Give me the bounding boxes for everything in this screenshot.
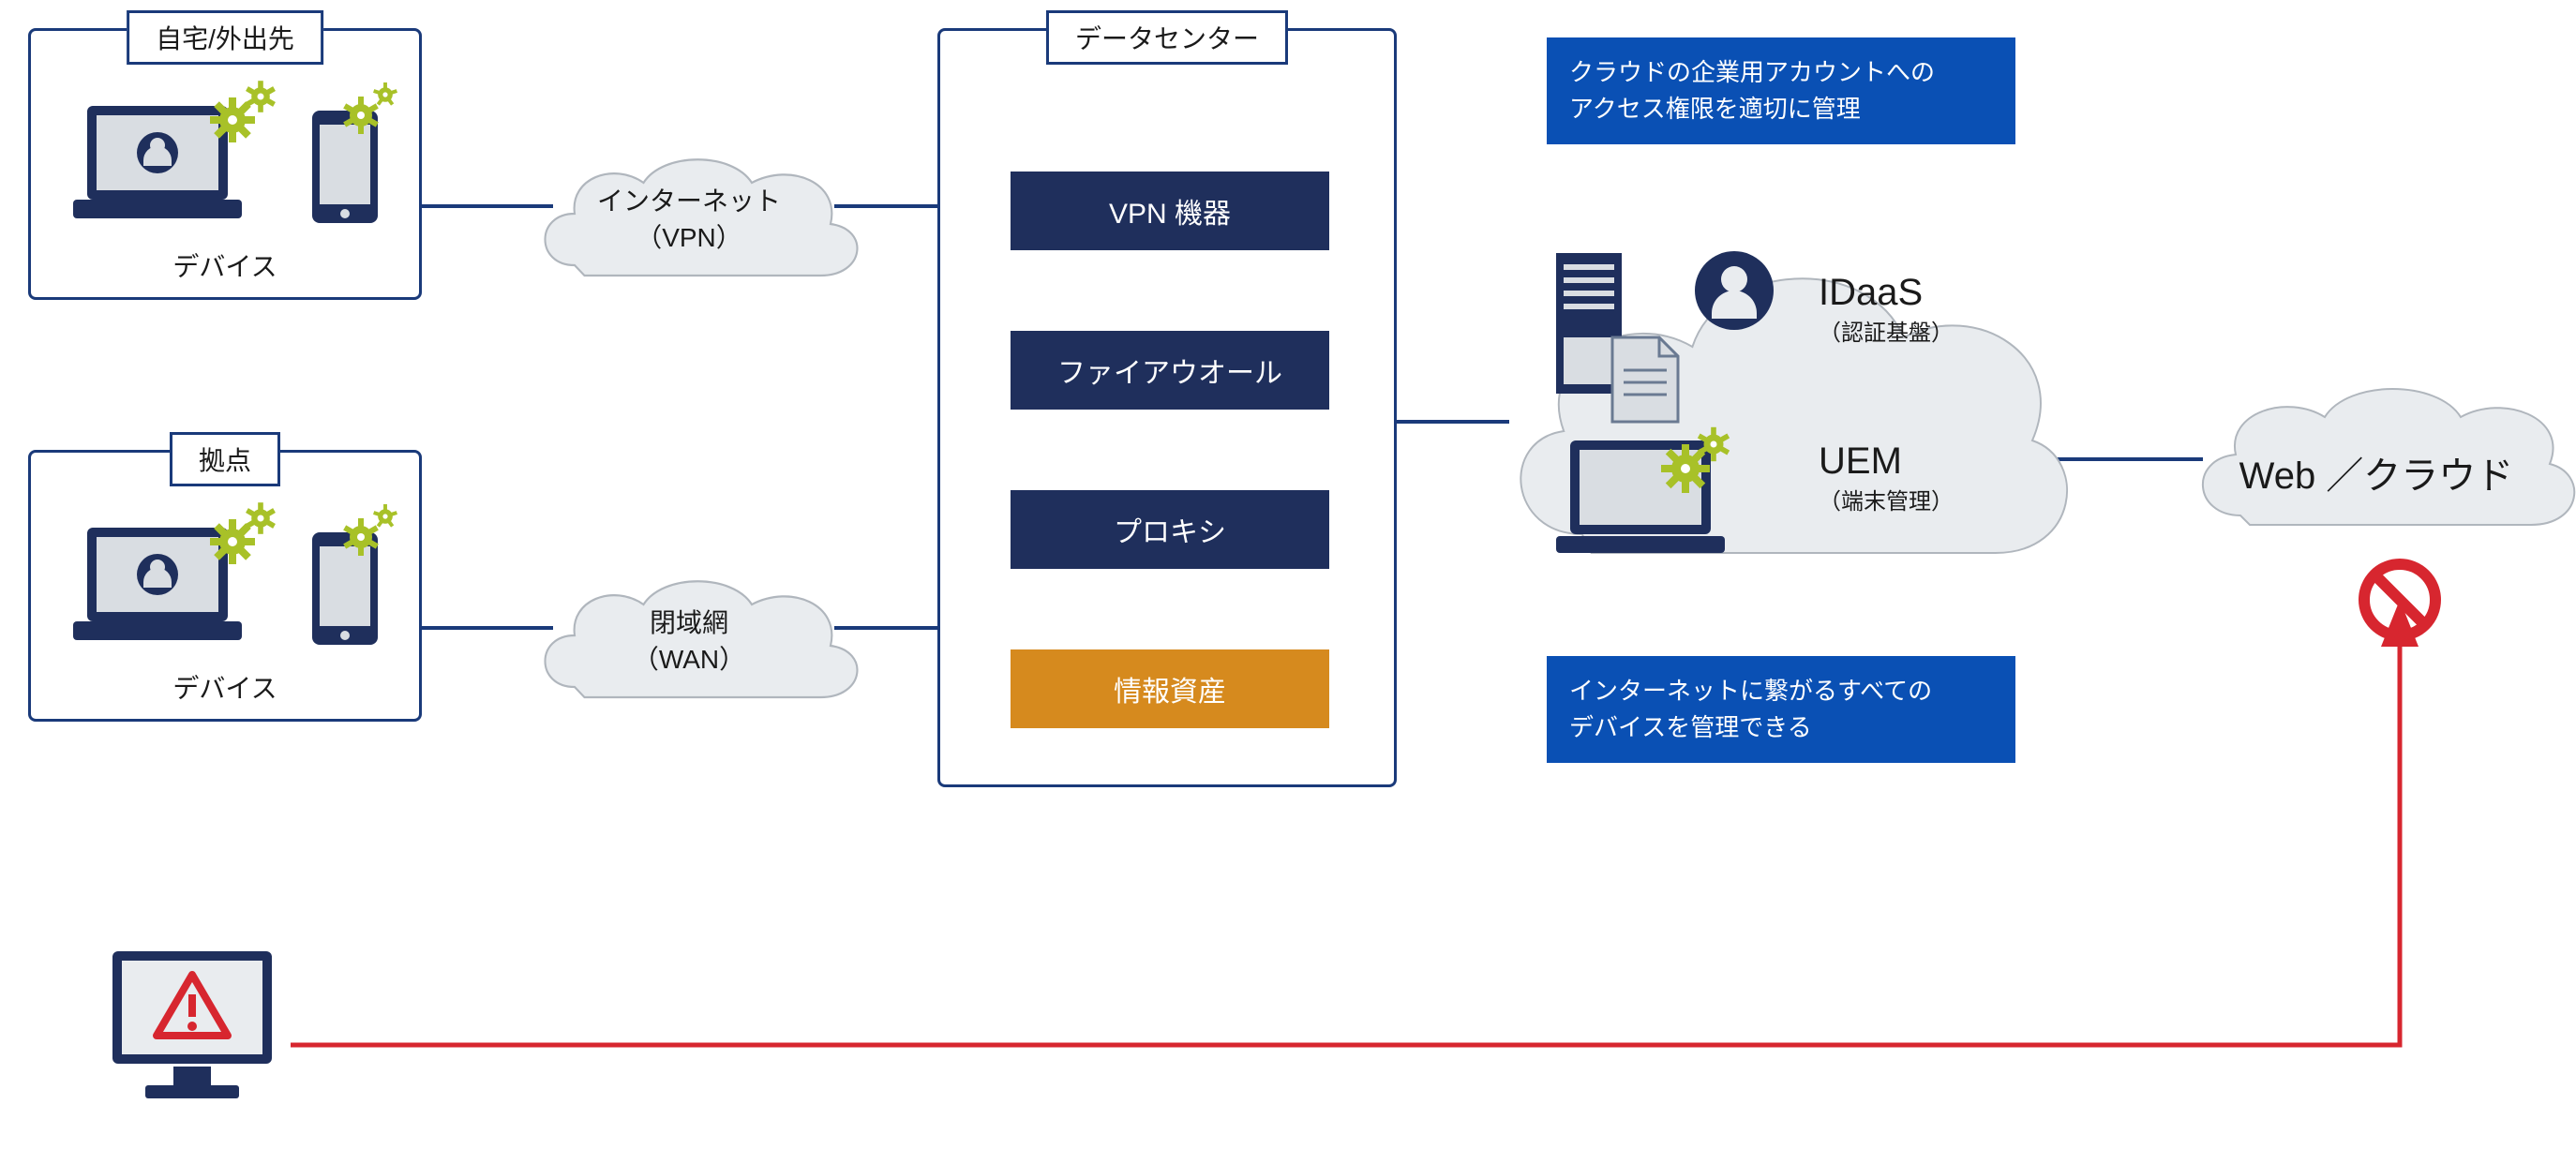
user-circle-icon [1687,244,1781,337]
web-cloud-label: Web ／クラウド [2175,445,2576,500]
device-group-office: 拠点 [28,450,422,722]
datacenter-box: データセンター VPN 機器 ファイアウオール プロキシ 情報資産 [937,28,1397,787]
cloud-label-line2: （VPN） [636,223,742,252]
service-cloud: IDaaS （認証基盤） UEM （端末管理） [1481,197,2081,609]
device-label: デバイス [172,668,277,706]
document-icon [1603,328,1687,431]
cloud-label-line2: （WAN） [633,645,745,674]
prohibit-icon [2353,553,2447,647]
service-subtitle: （認証基盤） [1819,314,1954,347]
web-cloud: Web ／クラウド [2175,356,2576,562]
gear-icon [209,500,293,584]
dc-item-firewall: ファイアウオール [1011,331,1329,410]
dc-item-proxy: プロキシ [1011,490,1329,569]
dc-item-assets: 情報資産 [1011,649,1329,728]
network-cloud-internet: インターネット （VPN） [516,131,862,300]
service-title: IDaaS [1819,272,1954,314]
gear-icon [340,500,415,575]
device-group-home: 自宅/外出先 [28,28,422,300]
gear-icon [209,78,293,162]
cloud-label-line1: インターネット [597,187,781,216]
service-title: UEM [1819,440,1954,483]
service-idaas: IDaaS （認証基盤） [1819,272,1954,347]
threat-computer-icon [94,937,300,1125]
service-subtitle: （端末管理） [1819,483,1954,515]
callout-uem: インターネットに繋がるすべての デバイスを管理できる [1547,656,2015,763]
dc-item-vpn: VPN 機器 [1011,172,1329,250]
device-group-tab: 自宅/外出先 [127,10,323,65]
cloud-label-line1: 閉域網 [650,608,728,637]
device-label: デバイス [172,246,277,284]
network-cloud-wan: 閉域網 （WAN） [516,553,862,722]
callout-idaas: クラウドの企業用アカウントへの アクセス権限を適切に管理 [1547,37,2015,144]
network-diagram: 自宅/外出先 [0,0,2576,1164]
device-group-tab: 拠点 [170,432,280,486]
service-uem: UEM （端末管理） [1819,440,1954,515]
gear-icon [1659,422,1744,506]
gear-icon [340,78,415,153]
datacenter-tab: データセンター [1046,10,1288,65]
